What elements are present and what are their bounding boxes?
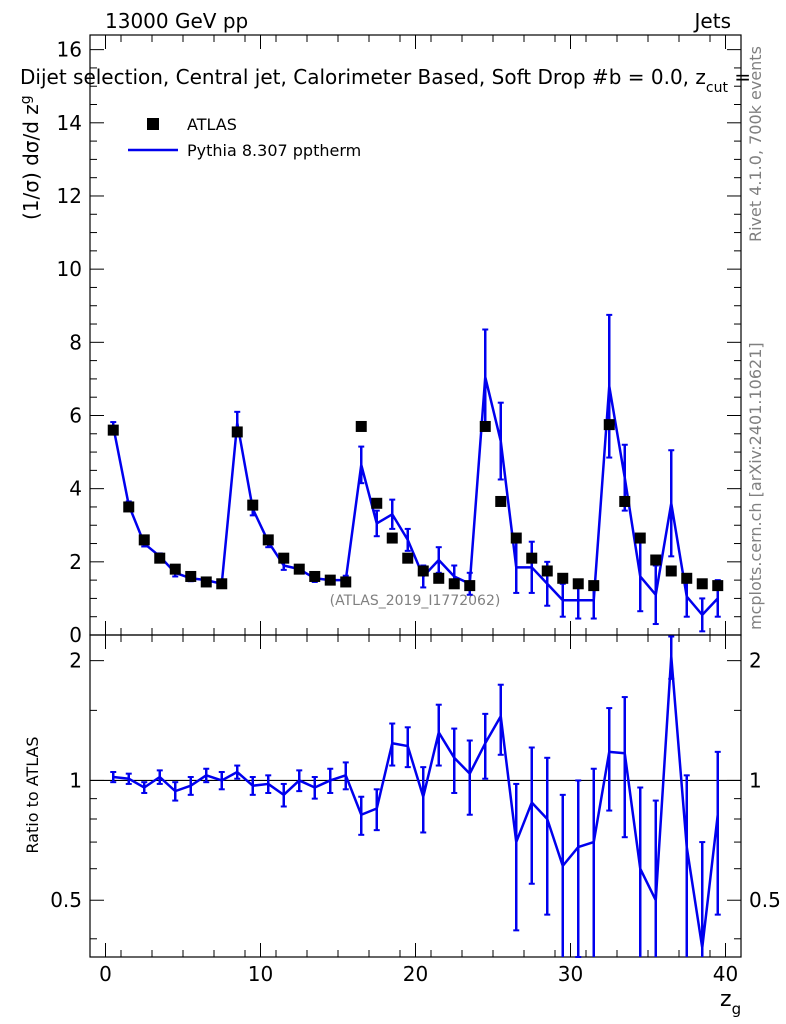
main-y-tick-label: 0 [69,623,82,647]
atlas-data-point [324,574,336,586]
atlas-data-point [526,552,538,564]
atlas-data-point [355,420,367,432]
atlas-data-point [185,570,197,582]
atlas-data-point [107,424,119,436]
atlas-data-point [309,570,321,582]
main-y-tick-label: 12 [57,184,82,208]
header-energy: 13000 GeV pp [105,9,248,33]
main-y-tick-label: 2 [69,550,82,574]
atlas-data-point [278,552,290,564]
atlas-data-point [619,495,631,507]
atlas-data-point [247,499,259,511]
atlas-data-point [634,532,646,544]
mcplots-source-label: mcplots.cern.ch [arXiv:2401.10621] [746,342,765,630]
svg-text:(1/σ) dσ/d zg: (1/σ) dσ/d zg [18,95,43,220]
atlas-data-point [603,419,615,431]
ratio-series-line [113,655,719,949]
rivet-version-label: Rivet 4.1.0, 700k events [746,46,765,242]
atlas-data-point [588,580,600,592]
atlas-data-point [510,532,522,544]
legend-mc-label: Pythia 8.307 pptherm [187,141,361,160]
ratio-axes: 0 10 20 30 40 0.5 0.5 1 1 2 2 [50,635,781,986]
atlas-data-point [479,420,491,432]
atlas-data-point [712,580,724,592]
x-tick-label: 20 [403,962,428,986]
atlas-data-point [541,565,553,577]
atlas-data-point [448,578,460,590]
atlas-data-point [681,572,693,584]
atlas-data-point [340,576,352,588]
plot-title: Dijet selection, Central jet, Calorimete… [20,65,751,96]
atlas-data-point [557,572,569,584]
main-series [107,313,724,633]
ratio-y-tick-label: 0.5 [50,888,82,912]
x-tick-label: 0 [99,962,112,986]
legend-data-label: ATLAS [187,115,237,134]
ratio-series [110,635,721,958]
legend-data-marker [147,118,159,130]
main-axes: 0 2 4 6 8 10 12 14 16 [57,35,742,647]
main-y-tick-label: 8 [69,330,82,354]
x-tick-label: 10 [248,962,273,986]
ratio-y-tick-label: 2 [69,649,82,673]
atlas-data-point [262,534,274,546]
atlas-data-point [169,563,181,575]
main-y-tick-label: 6 [69,403,82,427]
main-y-tick-label: 4 [69,477,82,501]
main-y-tick-label: 16 [57,38,82,62]
ratio-y-tick-label-right: 1 [749,768,762,792]
main-y-axis-label: (1/σ) dσ/d zg [18,95,43,220]
atlas-data-point [433,572,445,584]
atlas-data-point [417,565,429,577]
atlas-data-point [386,532,398,544]
x-axis-label: zg [720,987,741,1018]
ratio-y-tick-label-right: 2 [749,649,762,673]
x-tick-label: 30 [558,962,583,986]
atlas-data-point [572,578,584,590]
atlas-data-point [650,554,662,566]
ratio-frame [89,634,742,958]
atlas-data-point [371,497,383,509]
analysis-watermark: (ATLAS_2019_I1772062) [330,593,501,609]
mc-series-line [112,375,719,617]
atlas-data-point [138,534,150,546]
atlas-data-point [464,580,476,592]
atlas-data-point [293,563,305,575]
header-category: Jets [693,9,731,33]
main-y-tick-label: 14 [57,111,82,135]
ratio-y-tick-label-right: 0.5 [749,888,781,912]
atlas-data-point [200,576,212,588]
atlas-data-point [665,565,677,577]
atlas-data-point [402,552,414,564]
atlas-data-point [696,578,708,590]
x-tick-label: 40 [713,962,738,986]
atlas-data-point [231,426,243,438]
ratio-y-axis-label: Ratio to ATLAS [23,736,42,853]
atlas-data-point [495,495,507,507]
atlas-data-point [216,578,228,590]
main-y-tick-label: 10 [57,257,82,281]
atlas-data-point [123,501,135,513]
legend: ATLAS Pythia 8.307 pptherm [128,115,361,160]
ratio-y-tick-label: 1 [69,768,82,792]
atlas-data-point [154,552,166,564]
